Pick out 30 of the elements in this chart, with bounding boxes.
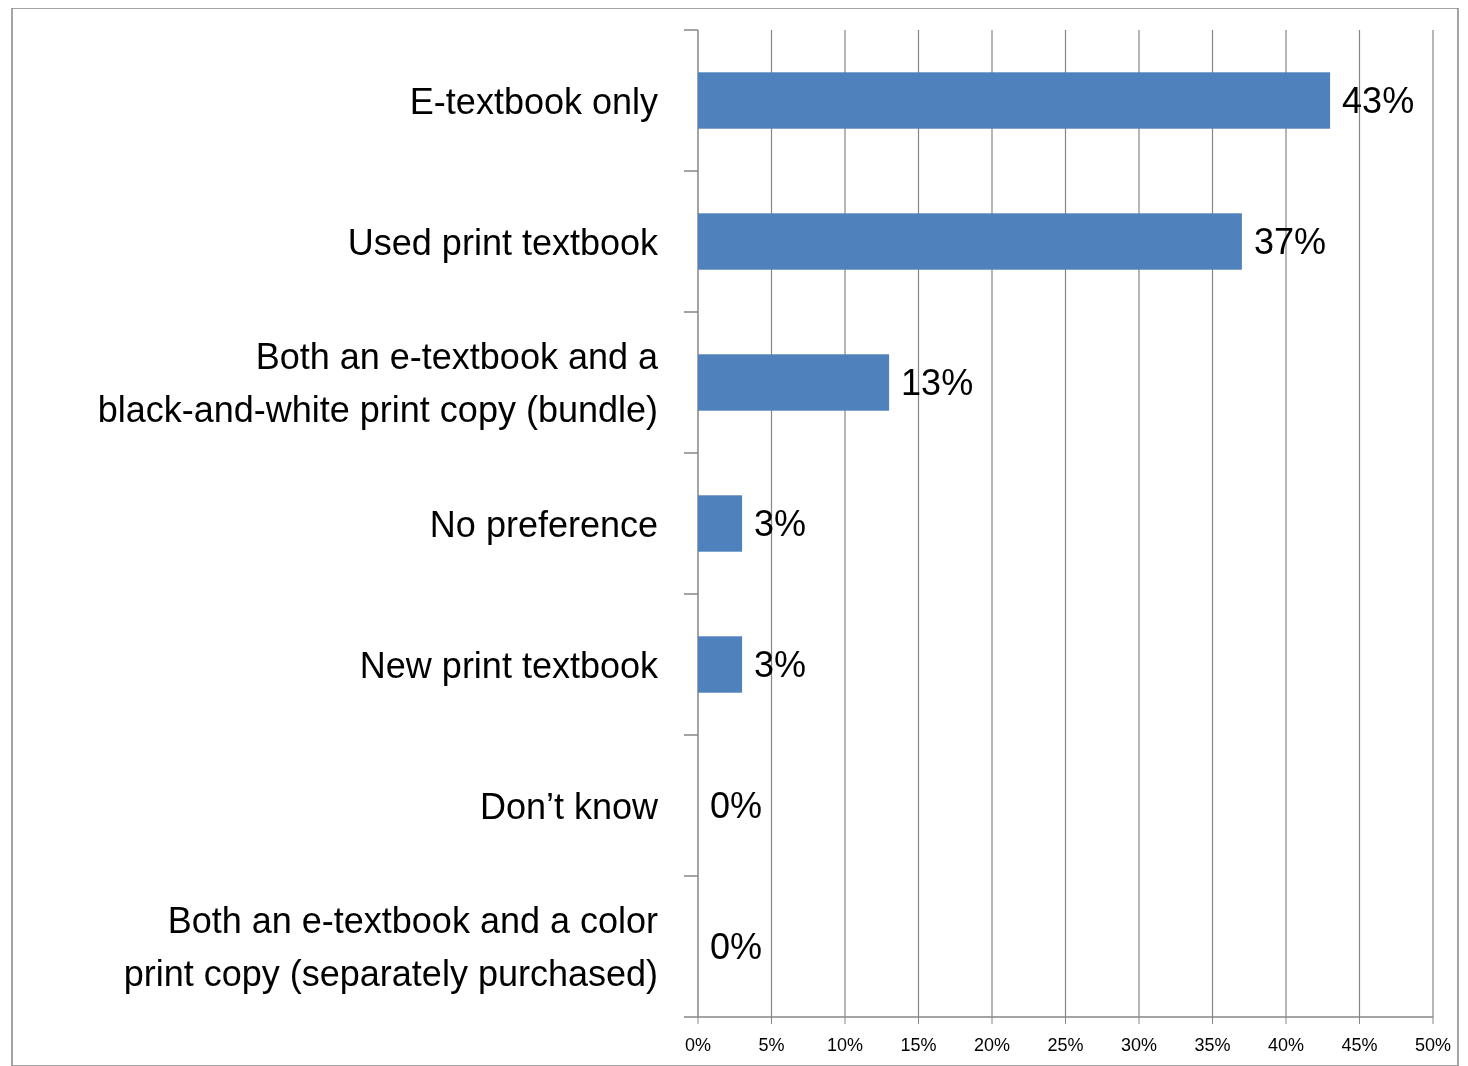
bar (698, 354, 890, 411)
x-tick-label: 40% (1267, 1035, 1305, 1055)
x-tick-label: 10% (826, 1035, 864, 1055)
data-label: 3% (754, 644, 807, 685)
bar (698, 213, 1242, 270)
x-tick-label: 25% (1047, 1035, 1084, 1055)
x-tick-label: 45% (1341, 1035, 1378, 1055)
y-tick-label: Don’t know (479, 785, 659, 826)
bar (698, 636, 743, 693)
x-tick-label: 50% (1414, 1035, 1452, 1055)
y-tick-label: Both an e-textbook and a black-and-white print copy (bundle) (97, 335, 659, 430)
bar (698, 72, 1331, 129)
x-tick-label: 20% (973, 1035, 1011, 1055)
y-tick-label: New print textbook (359, 644, 659, 685)
y-tick-label: E-textbook only (409, 80, 658, 121)
x-tick-label: 35% (1194, 1035, 1231, 1055)
x-tick-label: 15% (900, 1035, 937, 1055)
y-tick-label: Used print textbook (347, 221, 659, 262)
data-label: 0% (710, 785, 763, 826)
y-tick-label: No preference (429, 503, 658, 544)
data-label: 3% (754, 503, 807, 544)
data-label: 0% (710, 926, 763, 967)
data-label: 37% (1253, 221, 1326, 262)
data-label: 43% (1342, 80, 1415, 121)
bar (698, 495, 743, 552)
x-tick-label: 30% (1120, 1035, 1158, 1055)
data-label: 13% (901, 362, 974, 403)
y-tick-label: Both an e-textbook and a color print copy (separately purchased) (123, 899, 659, 994)
x-tick-label: 0% (684, 1035, 712, 1055)
x-tick-label: 5% (758, 1035, 785, 1055)
